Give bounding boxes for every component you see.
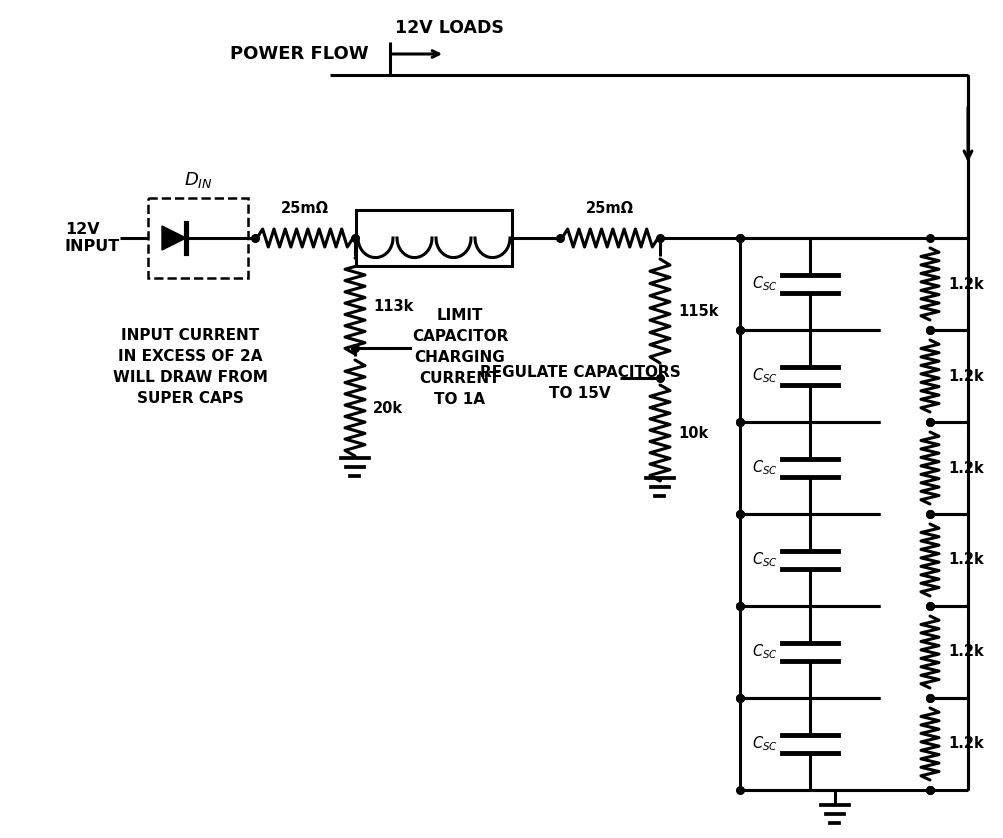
Bar bbox=[356, 210, 512, 266]
Text: 20k: 20k bbox=[373, 401, 403, 416]
Text: REGULATE CAPACITORS
TO 15V: REGULATE CAPACITORS TO 15V bbox=[479, 365, 680, 401]
Text: 1.2k: 1.2k bbox=[947, 277, 983, 292]
Text: INPUT CURRENT
IN EXCESS OF 2A
WILL DRAW FROM
SUPER CAPS: INPUT CURRENT IN EXCESS OF 2A WILL DRAW … bbox=[112, 328, 267, 406]
Text: 115k: 115k bbox=[677, 303, 718, 318]
Text: 1.2k: 1.2k bbox=[947, 644, 983, 660]
Text: 25mΩ: 25mΩ bbox=[586, 201, 633, 216]
Text: 1.2k: 1.2k bbox=[947, 737, 983, 752]
Polygon shape bbox=[161, 226, 186, 250]
Text: 12V LOADS: 12V LOADS bbox=[394, 19, 504, 37]
Text: 113k: 113k bbox=[373, 298, 413, 313]
Text: 1.2k: 1.2k bbox=[947, 369, 983, 384]
Text: 1.2k: 1.2k bbox=[947, 461, 983, 475]
Text: POWER FLOW: POWER FLOW bbox=[230, 45, 368, 63]
Text: 12V
INPUT: 12V INPUT bbox=[65, 222, 120, 254]
Text: 25mΩ: 25mΩ bbox=[281, 201, 329, 216]
Text: 1.2k: 1.2k bbox=[947, 552, 983, 567]
Text: $C_{SC}$: $C_{SC}$ bbox=[751, 367, 777, 385]
Text: $D_{IN}$: $D_{IN}$ bbox=[184, 170, 212, 190]
Text: $C_{SC}$: $C_{SC}$ bbox=[751, 643, 777, 661]
Bar bbox=[147, 198, 248, 278]
Text: $C_{SC}$: $C_{SC}$ bbox=[751, 735, 777, 753]
Text: $C_{SC}$: $C_{SC}$ bbox=[751, 551, 777, 569]
Text: 10k: 10k bbox=[677, 426, 707, 441]
Text: $C_{SC}$: $C_{SC}$ bbox=[751, 275, 777, 293]
Text: LIMIT
CAPACITOR
CHARGING
CURRENT
TO 1A: LIMIT CAPACITOR CHARGING CURRENT TO 1A bbox=[411, 308, 508, 407]
Text: $C_{SC}$: $C_{SC}$ bbox=[751, 458, 777, 478]
